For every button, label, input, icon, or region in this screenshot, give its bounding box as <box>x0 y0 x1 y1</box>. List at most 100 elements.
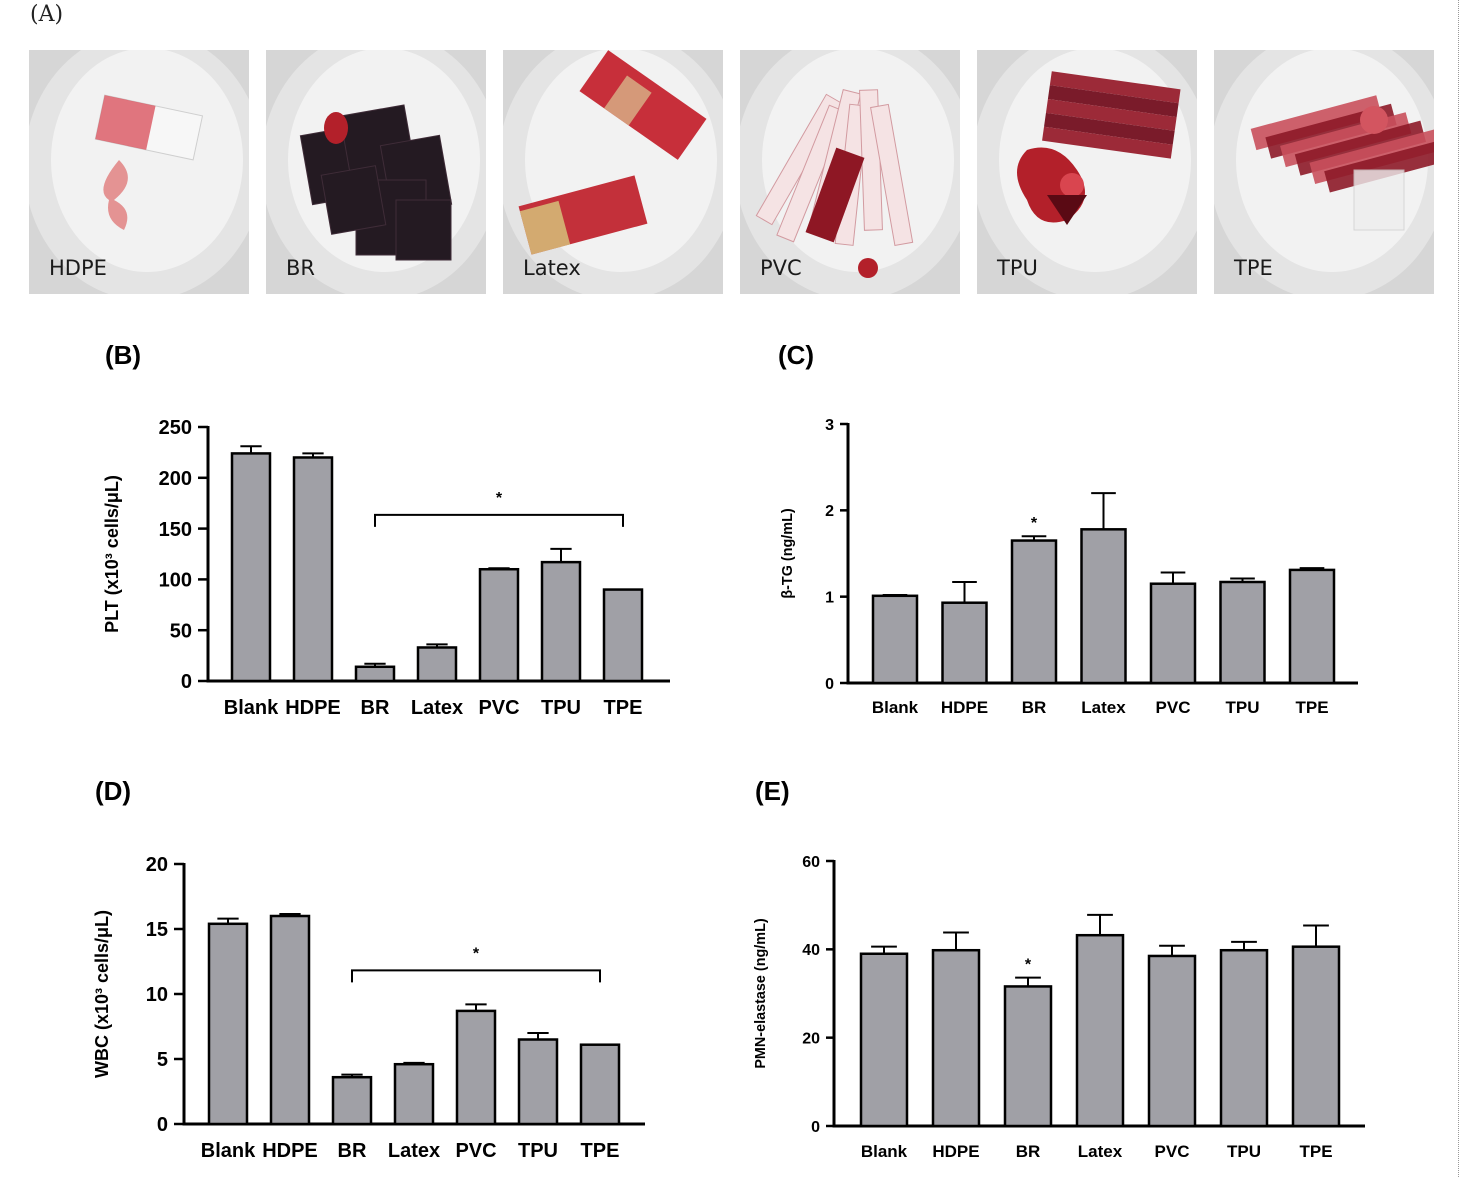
photo-label: Latex <box>523 256 581 280</box>
tpe-sample-photo-image <box>1214 50 1434 294</box>
chart-b: 0 50 100 150 200 250 PLT (x10³ cells/μL) Blank H… <box>102 417 670 719</box>
panel-label-c: (C) <box>778 340 815 370</box>
bar-tpu <box>540 560 582 683</box>
y-tick-label: 5 <box>157 1049 168 1071</box>
panel-a-label: (A) <box>30 2 64 27</box>
bar-pvc <box>1149 582 1197 685</box>
x-tick-label-tpu: TPU <box>518 1140 558 1162</box>
x-tick-label-tpu: TPU <box>541 697 581 719</box>
tpu-sample-photo-image <box>977 50 1197 294</box>
photo-label: PVC <box>760 256 802 280</box>
significance-star: * <box>1031 515 1038 532</box>
y-axis-title: WBC (x10³ cells/μL) <box>92 910 112 1078</box>
x-tick-label-blank: Blank <box>861 1142 908 1161</box>
bar-tpe <box>602 588 644 683</box>
chart-e: 0 20 40 60 PMN-elastase (ng/mL) Blank HDPE BR La… <box>753 854 1365 1161</box>
photo-label: BR <box>286 256 315 280</box>
significance-star: * <box>473 945 480 962</box>
panel-label-b: (B) <box>105 340 142 370</box>
x-tick-label-hdpe: HDPE <box>262 1140 318 1162</box>
br-sample-photo: BR <box>266 50 486 294</box>
y-tick-label: 0 <box>811 1119 820 1136</box>
x-tick-label-br: BR <box>1022 698 1047 717</box>
bar-pvc <box>1147 954 1197 1128</box>
y-tick-label: 40 <box>802 942 820 959</box>
bar-blank <box>230 452 272 683</box>
y-tick-label: 2 <box>825 503 834 520</box>
y-tick-label: 15 <box>146 919 168 941</box>
x-tick-label-pvc: PVC <box>1156 698 1191 717</box>
bar-pvc <box>478 567 520 683</box>
x-tick-label-br: BR <box>338 1140 367 1162</box>
x-tick-label-tpu: TPU <box>1227 1142 1261 1161</box>
significance-star: * <box>1025 957 1032 974</box>
y-tick-label: 1 <box>825 589 834 606</box>
bar-br <box>1010 539 1058 685</box>
bar-latex <box>1080 528 1127 685</box>
x-tick-label-latex: Latex <box>1081 698 1126 717</box>
bar-latex <box>393 1062 435 1126</box>
bar-tpu <box>517 1038 559 1126</box>
y-tick-label: 50 <box>170 620 192 642</box>
latex-sample-photo: Latex <box>503 50 723 294</box>
y-tick-label: 0 <box>181 671 192 693</box>
bar-latex <box>416 646 458 683</box>
br-sample-photo-image <box>266 50 486 294</box>
x-tick-label-tpe: TPE <box>1295 698 1328 717</box>
y-axis-title: PLT (x10³ cells/μL) <box>102 475 122 633</box>
y-tick-label: 100 <box>159 570 192 592</box>
x-tick-label-hdpe: HDPE <box>285 697 341 719</box>
y-axis-title: β-TG (ng/mL) <box>780 508 796 599</box>
photo-label: HDPE <box>49 256 107 280</box>
x-tick-label-hdpe: HDPE <box>932 1142 979 1161</box>
x-tick-label-blank: Blank <box>224 697 279 719</box>
bar-blank <box>859 952 909 1128</box>
bar-hdpe <box>941 601 988 685</box>
x-tick-label-br: BR <box>361 697 390 719</box>
y-tick-label: 0 <box>825 676 834 693</box>
bar-br <box>331 1075 373 1126</box>
pvc-sample-photo: PVC <box>740 50 960 294</box>
bar-pvc <box>455 1009 497 1126</box>
panel-label-e: (E) <box>755 776 790 806</box>
tpu-sample-photo: TPU <box>977 50 1197 294</box>
x-tick-label-latex: Latex <box>388 1140 440 1162</box>
panel-label-d: (D) <box>95 776 132 806</box>
significance-bracket <box>351 969 601 983</box>
hdpe-sample-photo-image <box>29 50 249 294</box>
y-tick-label: 200 <box>159 468 192 490</box>
photo-label: TPE <box>1234 256 1273 280</box>
x-tick-label-tpe: TPE <box>1299 1142 1332 1161</box>
hdpe-sample-photo: HDPE <box>29 50 249 294</box>
bar-tpe <box>1291 945 1341 1128</box>
tpe-sample-photo: TPE <box>1214 50 1434 294</box>
bar-tpe <box>579 1043 621 1126</box>
bar-br <box>1003 985 1053 1128</box>
x-tick-label-pvc: PVC <box>455 1140 496 1162</box>
x-tick-label-tpu: TPU <box>1226 698 1260 717</box>
x-tick-label-br: BR <box>1016 1142 1041 1161</box>
x-tick-label-tpe: TPE <box>604 697 643 719</box>
y-tick-label: 60 <box>802 854 820 871</box>
significance-star: * <box>496 490 503 507</box>
x-tick-label-tpe: TPE <box>581 1140 620 1162</box>
y-tick-label: 20 <box>802 1030 820 1047</box>
x-tick-label-latex: Latex <box>411 697 463 719</box>
chart-d: 0 5 10 15 20 WBC (x10³ cells/μL) Blank HDPE BR La… <box>92 854 645 1162</box>
bar-hdpe <box>269 914 311 1126</box>
y-tick-label: 10 <box>146 984 168 1006</box>
y-axis-title: PMN-elastase (ng/mL) <box>753 918 769 1069</box>
pvc-sample-photo-image <box>740 50 960 294</box>
bar-hdpe <box>931 948 981 1128</box>
significance-bracket <box>374 513 624 527</box>
y-tick-label: 150 <box>159 519 192 541</box>
x-tick-label-hdpe: HDPE <box>941 698 988 717</box>
x-tick-label-pvc: PVC <box>1155 1142 1190 1161</box>
photo-label: TPU <box>997 256 1038 280</box>
x-tick-label-blank: Blank <box>201 1140 256 1162</box>
bar-tpe <box>1288 568 1336 685</box>
y-tick-label: 20 <box>146 854 168 876</box>
bar-tpu <box>1219 580 1266 685</box>
x-tick-label-latex: Latex <box>1078 1142 1123 1161</box>
y-tick-label: 3 <box>825 417 834 434</box>
